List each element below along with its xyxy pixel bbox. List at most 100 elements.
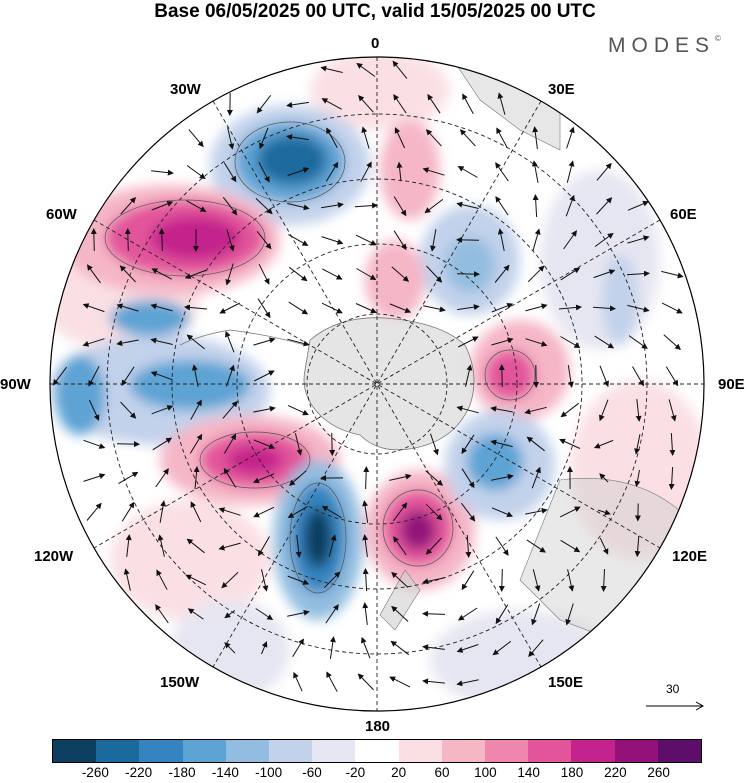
colorbar-swatch <box>312 740 356 762</box>
wind-vector <box>83 439 106 449</box>
colorbar-tick-label: -100 <box>255 765 283 780</box>
wind-vector <box>320 65 343 73</box>
colorbar-swatch <box>269 740 313 762</box>
wind-vector <box>155 468 169 488</box>
wind-vector <box>326 127 338 148</box>
wind-vector <box>393 94 407 114</box>
wind-vector <box>259 127 269 150</box>
colorbar-swatch <box>528 740 572 762</box>
wind-vector <box>457 304 480 311</box>
wind-vector <box>490 405 513 413</box>
wind-vector <box>116 339 139 347</box>
wind-vector <box>362 500 369 523</box>
wind-vector <box>223 467 237 488</box>
wind-vector <box>321 98 342 110</box>
wind-vector <box>190 399 202 420</box>
wind-vector <box>226 229 235 252</box>
colorbar-tick-label: -20 <box>345 765 366 780</box>
wind-vector <box>186 538 205 554</box>
wind-vector <box>392 60 408 79</box>
wind-vector <box>558 304 582 311</box>
wind-vector <box>329 432 336 456</box>
wind-vector <box>152 437 173 451</box>
wind-vector <box>287 609 310 617</box>
wind-vector <box>389 473 412 481</box>
wind-vector <box>596 197 613 215</box>
wind-vector <box>527 265 545 283</box>
wind-vector <box>566 160 575 183</box>
wind-vector <box>287 404 309 416</box>
wind-vector <box>119 265 136 283</box>
wind-vector <box>293 671 303 692</box>
wind-vector <box>219 302 241 314</box>
wind-vector <box>261 641 268 655</box>
wind-vector <box>355 303 377 314</box>
wind-vector <box>634 469 641 487</box>
wind-vector <box>253 439 276 450</box>
wind-vector <box>322 268 343 280</box>
lon-label-90e: 90E <box>718 376 745 393</box>
wind-vector <box>560 267 581 281</box>
wind-vector <box>354 202 378 209</box>
wind-vector <box>425 537 442 555</box>
wind-vector <box>490 439 513 448</box>
wind-vector <box>288 301 309 315</box>
wind-vector <box>150 303 173 312</box>
wind-vector <box>256 231 272 250</box>
wind-vector <box>563 230 577 250</box>
wind-vector <box>567 365 574 388</box>
wind-vector <box>125 534 132 557</box>
wind-vector <box>461 570 475 591</box>
wind-vector <box>82 303 105 313</box>
wind-vector <box>524 406 547 415</box>
wind-vector <box>594 335 615 349</box>
wind-vector <box>252 473 275 484</box>
wind-vector <box>184 269 207 279</box>
wind-vector <box>253 337 276 346</box>
wind-vector <box>599 365 609 388</box>
wind-vector <box>627 200 650 211</box>
wind-vector <box>627 235 650 244</box>
colorbar-swatch <box>96 740 140 762</box>
colorbar-swatch <box>614 740 658 762</box>
wind-vector <box>52 366 67 386</box>
graticule <box>50 57 704 711</box>
wind-vector <box>287 338 310 347</box>
wind-vector <box>390 640 410 656</box>
wind-vector <box>186 165 206 180</box>
wind-vector <box>321 505 342 519</box>
colorbar-tick-label: -260 <box>81 765 109 780</box>
wind-vector <box>362 534 369 557</box>
wind-vector <box>427 93 441 114</box>
wind-vector <box>599 537 609 555</box>
wind-vector <box>422 644 445 651</box>
wind-vector <box>593 439 614 449</box>
wind-vector <box>626 270 650 277</box>
wind-vector <box>394 127 406 149</box>
wind-vector <box>457 607 478 621</box>
wind-vector <box>159 500 166 523</box>
wind-vector <box>356 268 377 281</box>
wind-vector <box>425 129 442 147</box>
map-title: Base 06/05/2025 00 UTC, valid 15/05/2025… <box>154 1 596 22</box>
wind-vector <box>492 640 512 656</box>
wind-vector <box>225 330 235 353</box>
wind-vector <box>465 364 473 387</box>
wind-vector <box>531 466 541 489</box>
wind-vector <box>326 671 338 692</box>
modes-logo: MODES© <box>608 34 721 57</box>
wind-vector <box>627 304 650 313</box>
wind-vector <box>253 405 276 413</box>
wind-vector <box>632 366 645 387</box>
colorbar-tick-label: 100 <box>474 765 497 780</box>
wind-vector <box>495 196 509 216</box>
wind-vector <box>361 126 370 149</box>
wind-vector <box>124 228 131 252</box>
colorbar-tick-label: -60 <box>302 765 322 780</box>
lon-label-150w: 150W <box>160 674 200 691</box>
wind-vector <box>363 466 370 490</box>
wind-vector <box>188 129 204 148</box>
wind-vector <box>227 127 235 150</box>
colorbar-tick-label: -140 <box>211 765 239 780</box>
polar-map <box>49 56 705 712</box>
